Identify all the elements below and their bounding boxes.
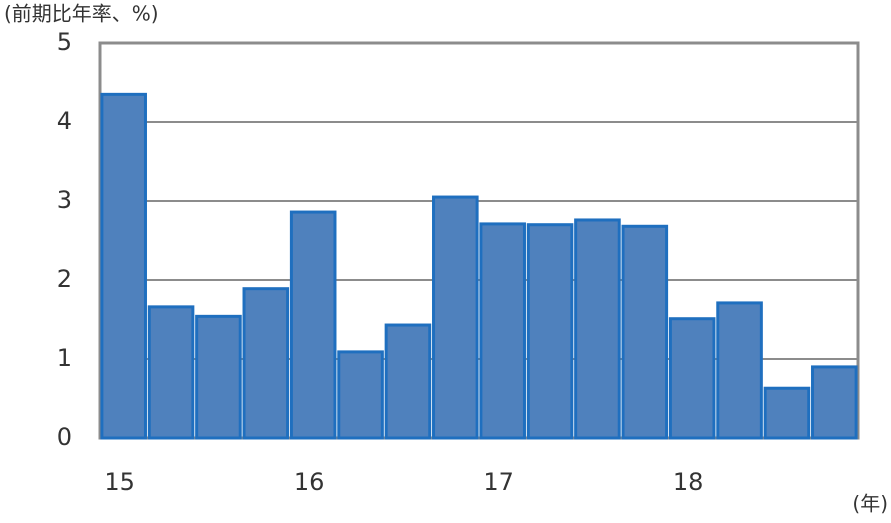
bar (432, 195, 479, 440)
bar (811, 365, 858, 440)
y-tick-label: 1 (57, 344, 72, 372)
bar (526, 223, 574, 440)
x-tick-label: 16 (294, 468, 325, 496)
y-tick-label: 0 (57, 423, 72, 451)
bar (384, 323, 432, 440)
plot-border (98, 41, 860, 440)
bar (621, 224, 669, 440)
bar (289, 210, 337, 440)
bar (716, 301, 763, 440)
bar (100, 92, 147, 440)
bar (763, 386, 811, 440)
x-tick-label: 15 (104, 468, 135, 496)
bar (147, 305, 195, 440)
bar (479, 222, 526, 440)
y-tick-label: 4 (57, 107, 72, 135)
x-tick-label: 17 (483, 468, 514, 496)
x-axis-label: (年) (852, 492, 888, 516)
y-tick-label: 2 (57, 265, 72, 293)
x-tick-label: 18 (673, 468, 704, 496)
bar (337, 350, 384, 440)
bar (195, 314, 242, 440)
bar (668, 317, 716, 440)
y-tick-label: 5 (57, 28, 72, 56)
bar (574, 218, 621, 440)
bar (242, 287, 290, 440)
y-axis-label: (前期比年率、%) (4, 2, 159, 26)
y-tick-label: 3 (57, 186, 72, 214)
